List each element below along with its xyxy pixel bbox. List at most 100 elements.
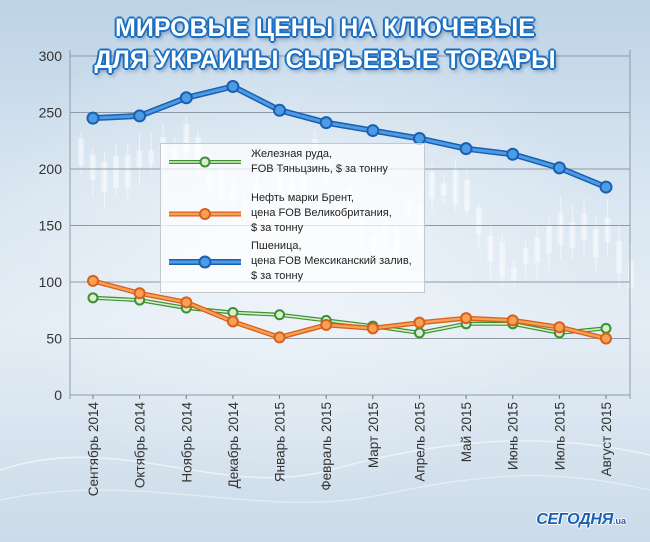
data-point-brent: [226, 315, 239, 328]
series-line-highlight-brent: [91, 279, 608, 340]
x-tick-label: Январь 2015: [273, 402, 288, 482]
data-point-wheat: [319, 116, 333, 130]
series-lines: [90, 83, 609, 341]
data-point-wheat: [179, 91, 193, 105]
decor-candle: [522, 247, 529, 265]
brand-logo: СЕГОДНЯ.ua: [536, 511, 626, 529]
data-point-brent: [413, 316, 426, 329]
decor-candle: [464, 179, 471, 211]
data-point-brent: [273, 331, 286, 344]
decor-candle: [499, 242, 506, 277]
data-point-brent: [133, 287, 146, 300]
decor-candle: [452, 167, 459, 205]
legend-swatch-iron-ore: [169, 156, 241, 168]
chart-title-line-1: МИРОВЫЕ ЦЕНЫ НА КЛЮЧЕВЫЕ: [115, 14, 535, 42]
decor-candle: [124, 155, 131, 188]
legend-entry-iron-ore: Железная руда, FOB Тяньцзинь, $ за тонну: [161, 147, 424, 177]
y-tick-label: 250: [39, 105, 63, 121]
data-point-wheat: [552, 161, 566, 175]
series-markers: [86, 80, 613, 345]
legend-label-line: Железная руда,: [251, 148, 333, 160]
legend-swatch-wheat: [169, 255, 241, 268]
y-tick-label: 200: [39, 161, 63, 177]
decor-candle: [429, 171, 435, 199]
data-point-brent: [553, 321, 566, 334]
data-point-brent: [600, 332, 612, 345]
legend-label-line: Пшеница,: [251, 240, 302, 252]
decor-candle: [510, 267, 517, 281]
chart-title-line-2: ДЛЯ УКРАИНЫ СЫРЬЕВЫЕ ТОВАРЫ: [94, 46, 556, 74]
data-point-brent: [87, 274, 99, 287]
legend-label-line: $ за тонну: [251, 222, 304, 234]
decor-candle: [136, 150, 143, 167]
data-point-brent: [506, 314, 519, 327]
data-point-wheat: [86, 111, 100, 125]
data-point-iron-ore: [413, 327, 425, 339]
decor-candle: [534, 237, 541, 263]
x-tick-label: Июнь 2015: [506, 402, 521, 470]
x-tick-label: Август 2015: [599, 402, 614, 476]
x-tick-label: Апрель 2015: [412, 402, 427, 482]
decor-candle: [557, 212, 564, 246]
data-point-iron-ore: [274, 309, 286, 321]
decor-candle: [440, 183, 447, 196]
decor-candle: [148, 150, 155, 165]
decor-candle: [604, 217, 611, 243]
data-point-wheat: [133, 109, 147, 123]
legend-swatch-marker: [199, 156, 211, 168]
x-tick-label: Июль 2015: [552, 402, 567, 470]
decor-candle: [475, 208, 482, 235]
legend-label-line: FOB Тяньцзинь, $ за тонну: [251, 163, 388, 175]
chart-legend: Железная руда, FOB Тяньцзинь, $ за тонну…: [160, 143, 425, 293]
data-point-wheat: [599, 180, 613, 194]
data-point-brent: [366, 322, 379, 335]
logo-suffix: .ua: [612, 516, 626, 526]
logo-name: СЕГОДНЯ: [536, 511, 613, 528]
legend-swatch-brent: [169, 207, 241, 220]
decor-candle: [183, 124, 190, 153]
decor-candle: [89, 154, 96, 180]
legend-entry-wheat: Пшеница, цена FOB Мексиканский залив, $ …: [161, 239, 424, 284]
data-point-brent: [320, 318, 333, 331]
y-tick-label: 0: [54, 387, 62, 403]
data-point-iron-ore: [87, 292, 99, 304]
data-point-wheat: [506, 147, 520, 161]
legend-label-line: цена FOB Мексиканский залив,: [251, 255, 412, 267]
decor-candle: [113, 155, 120, 189]
data-point-wheat: [273, 103, 287, 117]
axes: 0 50 100 150 200 250 300 Сентябрь 2014 Октябрь 2…: [39, 48, 631, 497]
decor-candle: [569, 222, 576, 248]
data-point-iron-ore: [600, 322, 612, 334]
decor-wave: [0, 474, 650, 503]
x-tick-label: Декабрь 2014: [226, 402, 241, 489]
series-line-highlight-wheat: [91, 85, 608, 189]
decor-candle: [616, 240, 623, 273]
decor-candle: [592, 228, 599, 258]
x-tick-label: Сентябрь 2014: [86, 402, 101, 497]
data-point-brent: [460, 312, 473, 325]
data-point-brent: [180, 296, 193, 309]
series-line-highlight-iron-ore: [92, 296, 607, 334]
decor-candle: [78, 138, 84, 166]
decor-candle: [546, 225, 552, 254]
decor-candle: [627, 260, 634, 288]
x-tick-label: Май 2015: [459, 402, 474, 462]
y-tick-label: 50: [46, 331, 62, 347]
y-tick-label: 150: [39, 218, 63, 234]
legend-label-line: Нефть марки Брент,: [251, 192, 354, 204]
x-tick-label: Март 2015: [366, 402, 381, 468]
legend-label-wheat: Пшеница, цена FOB Мексиканский залив, $ …: [251, 239, 412, 284]
y-tick-label: 300: [39, 48, 63, 64]
legend-entry-brent: Нефть марки Брент, цена FOB Великобритан…: [161, 191, 424, 236]
legend-label-iron-ore: Железная руда, FOB Тяньцзинь, $ за тонну: [251, 147, 388, 177]
legend-swatch-marker: [199, 207, 211, 220]
decor-candle: [581, 213, 588, 241]
decor-candle: [101, 161, 108, 192]
legend-label-brent: Нефть марки Брент, цена FOB Великобритан…: [251, 191, 392, 236]
decor-candle: [487, 235, 494, 261]
legend-swatch-marker: [198, 255, 212, 268]
data-point-wheat: [366, 124, 380, 138]
data-point-wheat: [459, 142, 473, 156]
